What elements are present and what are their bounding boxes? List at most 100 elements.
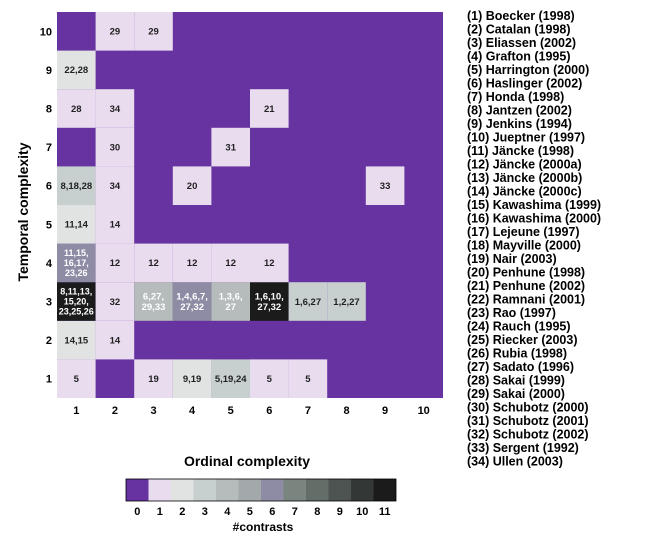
heatmap-cell	[365, 166, 405, 205]
heatmap-cell	[250, 89, 289, 128]
reference-legend: (1) Boecker (1998)(2) Catalan (1998)(3) …	[467, 9, 601, 469]
cell-label: 29	[148, 27, 159, 38]
y-tick-label: 7	[46, 142, 52, 154]
cell-label: 5	[267, 374, 273, 385]
cell-label: 29	[110, 27, 121, 38]
y-tick-label: 9	[46, 65, 52, 77]
reference-item: (8) Jantzen (2002)	[467, 104, 572, 118]
heatmap-cell	[57, 320, 96, 360]
cell-label: 31	[225, 142, 236, 153]
heatmap-cell	[327, 282, 366, 321]
heatmap-cell	[250, 243, 289, 283]
x-tick-label: 9	[382, 405, 388, 417]
cell-label: 29,33	[142, 302, 166, 313]
reference-item: (34) Ullen (2003)	[467, 455, 563, 469]
y-tick-label: 2	[46, 335, 52, 347]
heatmap-cell	[95, 12, 135, 51]
x-tick-label: 10	[418, 405, 430, 417]
cell-label: 27,32	[180, 302, 204, 313]
reference-item: (14) Jäncke (2000c)	[467, 185, 582, 199]
x-axis-ticks: 1 2 3 4 5 6 7 8 9 10	[73, 405, 430, 417]
cell-label: 5,19,24	[215, 374, 247, 385]
cell-label: 23,25,26	[59, 307, 94, 317]
heatmap-cell	[172, 359, 212, 398]
reference-item: (23) Rao (1997)	[467, 306, 556, 320]
reference-item: (30) Schubotz (2000)	[467, 401, 589, 415]
y-tick-label: 5	[46, 219, 52, 231]
reference-item: (20) Penhune (1998)	[467, 266, 585, 280]
x-tick-label: 2	[112, 405, 118, 417]
colorbar-tick-label: 3	[202, 506, 208, 518]
reference-item: (22) Ramnani (2001)	[467, 293, 585, 307]
cell-label: 11,14	[65, 220, 89, 231]
colorbar-tick-label: 10	[356, 506, 368, 518]
x-axis-label: Ordinal complexity	[184, 453, 310, 469]
colorbar-label: #contrasts	[233, 520, 294, 534]
cell-label: 15,20,	[64, 297, 89, 307]
cell-label: 21	[264, 104, 275, 115]
reference-item: (13) Jäncke (2000b)	[467, 171, 582, 185]
cell-label: 33	[380, 181, 391, 192]
colorbar-frame	[125, 478, 397, 502]
reference-item: (29) Sakai (2000)	[467, 387, 565, 401]
colorbar-tick-label: 9	[337, 506, 343, 518]
cell-label: 27	[225, 302, 236, 313]
x-tick-label: 4	[189, 405, 196, 417]
y-axis-ticks: 1 2 3 4 5 6 7 8 9 10	[40, 26, 53, 385]
colorbar-swatch	[261, 479, 284, 501]
heatmap-cell	[57, 282, 96, 321]
reference-item: (6) Haslinger (2002)	[467, 77, 582, 91]
reference-item: (2) Catalan (1998)	[467, 23, 571, 37]
heatmap-cell	[172, 243, 212, 283]
cell-label: 12	[225, 258, 236, 269]
cell-label: 14,15	[64, 335, 88, 346]
cell-label: 22,28	[64, 65, 88, 76]
y-axis-label: Temporal complexity	[15, 142, 31, 281]
cell-label: 28	[71, 104, 82, 115]
x-tick-label: 3	[150, 405, 156, 417]
y-tick-label: 8	[46, 104, 52, 116]
cell-label: 1,3,6,	[219, 292, 243, 303]
colorbar-tick-label: 5	[247, 506, 253, 518]
reference-item: (24) Rauch (1995)	[467, 320, 571, 334]
heatmap-cell	[172, 282, 212, 321]
heatmap-cell	[95, 127, 135, 167]
cell-label: 23,26	[65, 268, 88, 278]
x-tick-label: 7	[305, 405, 311, 417]
cell-label: 1,6,10,	[255, 292, 284, 303]
heatmap-cell	[95, 205, 135, 244]
heatmap-cell	[57, 359, 96, 398]
cell-label: 30	[110, 142, 121, 153]
reference-item: (32) Schubotz (2002)	[467, 428, 589, 442]
cell-label: 9,19	[183, 374, 202, 385]
heatmap-cell	[134, 282, 173, 321]
colorbar-swatch	[283, 479, 306, 501]
heatmap-cell	[134, 359, 173, 398]
heatmap-cell	[288, 359, 328, 398]
heatmap-cell	[57, 205, 96, 244]
heatmap-cell	[211, 359, 250, 398]
cell-label: 19	[148, 374, 159, 385]
reference-item: (26) Rubia (1998)	[467, 347, 567, 361]
colorbar-tick-label: 7	[292, 506, 298, 518]
cell-label: 1,6,27	[295, 297, 321, 308]
colorbar-swatch	[306, 479, 329, 501]
heatmap-cell	[211, 243, 250, 283]
reference-item: (7) Honda (1998)	[467, 90, 564, 104]
x-tick-label: 5	[228, 405, 234, 417]
heatmap-cell	[134, 243, 173, 283]
colorbar-tick-label: 4	[224, 506, 231, 518]
reference-item: (3) Eliassen (2002)	[467, 36, 576, 50]
reference-item: (10) Jueptner (1997)	[467, 131, 585, 145]
heatmap-cell	[95, 243, 135, 283]
colorbar-tick-label: 8	[314, 506, 320, 518]
colorbar-swatch	[351, 479, 374, 501]
heatmap-cell	[57, 89, 96, 128]
cell-label: 8,11,13,	[60, 287, 92, 297]
cell-label: 1,2,27	[333, 297, 359, 308]
colorbar-swatch	[328, 479, 351, 501]
heatmap-cell	[211, 127, 250, 167]
reference-item: (28) Sakai (1999)	[467, 374, 565, 388]
colorbar-tick-label: 0	[134, 506, 140, 518]
